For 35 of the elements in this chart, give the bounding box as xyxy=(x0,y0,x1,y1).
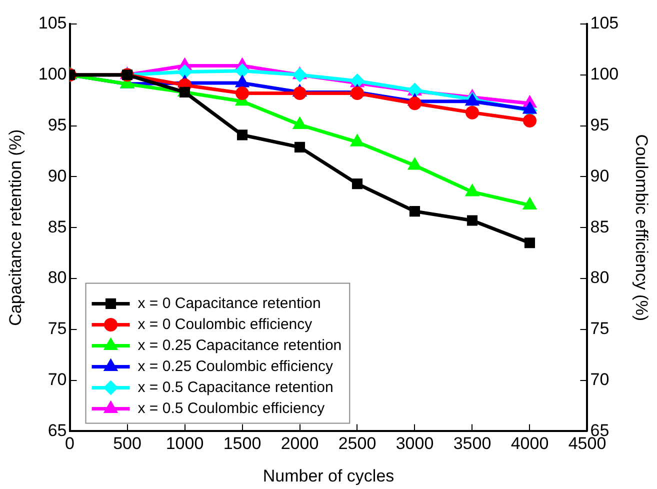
x-tick-label: 3000 xyxy=(396,434,434,454)
y-tick-label: 105 xyxy=(38,14,67,33)
x-axis-title: Number of cycles xyxy=(262,466,394,486)
legend-label: x = 0.5 Coulombic efficiency xyxy=(138,400,326,417)
y-tick-label: 90 xyxy=(48,166,67,186)
y2-tick-label: 90 xyxy=(590,166,610,186)
x-tick-label: 1500 xyxy=(223,434,262,454)
y2-tick-label: 95 xyxy=(590,115,610,134)
y-tick-label: 65 xyxy=(48,420,67,440)
legend-label: x = 0.5 Capacitance retention xyxy=(138,378,334,396)
y2-tick-label: 75 xyxy=(590,319,610,338)
y-tick-label: 95 xyxy=(48,115,67,134)
y2-tick-label: 100 xyxy=(590,64,619,84)
y2-tick-label: 85 xyxy=(590,217,610,236)
legend-label: x = 0 Coulombic efficiency xyxy=(138,316,313,333)
y-tick-label: 75 xyxy=(48,319,67,338)
y-tick-label: 80 xyxy=(48,268,67,288)
y-axis-title: Capacitance retention (%) xyxy=(6,129,25,326)
y-tick-label: 85 xyxy=(48,217,67,236)
y-tick-label: 70 xyxy=(48,370,67,389)
x-tick-label: 2000 xyxy=(280,434,319,454)
y-tick-label: 100 xyxy=(38,64,67,84)
y2-tick-label: 80 xyxy=(590,268,610,288)
x-tick-label: 4000 xyxy=(510,434,549,454)
y2-tick-label: 70 xyxy=(590,370,610,389)
x-tick-label: 3500 xyxy=(453,434,492,454)
legend-label: x = 0 Capacitance retention xyxy=(138,294,321,312)
x-tick-label: 1000 xyxy=(166,434,204,454)
y2-axis-title: Coulombic efficiency (%) xyxy=(632,134,652,321)
legend-label: x = 0.25 Capacitance retention xyxy=(138,336,342,354)
x-tick-label: 500 xyxy=(113,434,142,454)
y2-tick-label: 105 xyxy=(590,14,619,33)
x-tick-label: 0 xyxy=(65,434,74,454)
legend-label: x = 0.25 Coulombic efficiency xyxy=(138,358,334,375)
x-tick-label: 2500 xyxy=(338,434,376,454)
